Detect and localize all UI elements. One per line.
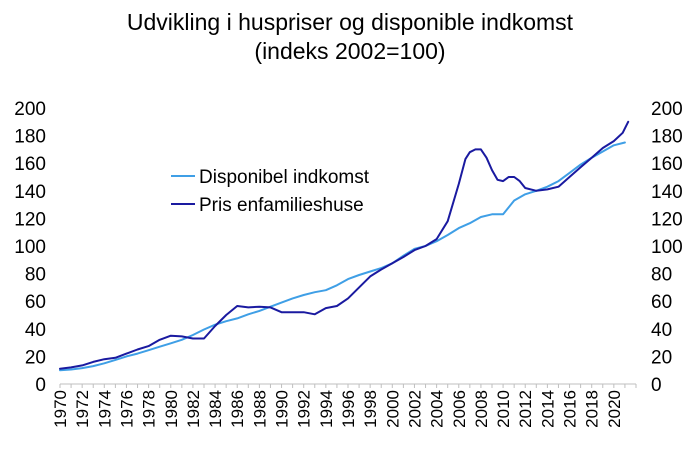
x-tick-label: 1974 (95, 390, 114, 428)
y-tick-label-left: 40 (25, 320, 46, 341)
y-tick-label-left: 60 (25, 292, 46, 313)
x-tick-label: 1998 (361, 390, 380, 428)
y-tick-label-right: 0 (651, 375, 662, 396)
legend: Disponibel indkomst Pris enfamilieshuse (171, 167, 370, 216)
x-tick-label: 1988 (250, 390, 269, 428)
y-tick-label-left: 180 (14, 127, 46, 148)
y-tick-label-right: 180 (651, 127, 683, 148)
y-tick-label-right: 100 (651, 237, 683, 258)
y-tick-label-left: 120 (14, 209, 46, 230)
y-tick-label-left: 0 (35, 375, 46, 396)
x-tick-label: 1996 (339, 390, 358, 428)
x-tick-label: 1978 (140, 390, 159, 428)
legend-label: Pris enfamilieshuse (199, 195, 364, 216)
series-line-pris-enfamilieshuse (59, 120, 630, 370)
chart-subtitle: (indeks 2002=100) (254, 38, 446, 64)
y-tick-label-left: 80 (25, 265, 46, 286)
right-y-axis: 0 20 40 60 80 100 120 140 160 180 200 (651, 99, 683, 396)
x-axis: 1970 1972 1974 1976 1978 1980 1982 1984 1986 1988… (51, 383, 637, 428)
y-tick-label-left: 160 (14, 154, 46, 175)
y-tick-label-left: 200 (14, 99, 46, 120)
chart-title-block: Udvikling i huspriser og disponible indk… (0, 8, 700, 66)
x-tick-label: 1984 (206, 390, 225, 428)
x-tick-label: 1994 (317, 390, 336, 428)
x-tick-label: 1986 (228, 390, 247, 428)
x-tick-label: 1990 (273, 390, 292, 428)
y-tick-label-right: 120 (651, 209, 683, 230)
x-tick-label: 1970 (51, 390, 70, 428)
y-tick-label-right: 80 (651, 265, 672, 286)
x-tick-label: 2008 (472, 390, 491, 428)
y-tick-label-right: 20 (651, 347, 672, 368)
left-y-axis: 0 20 40 60 80 100 120 140 160 180 200 (14, 99, 46, 396)
y-tick-label-right: 60 (651, 292, 672, 313)
series-line-disponibel-indkomst (59, 141, 626, 372)
y-tick-label-right: 160 (651, 154, 683, 175)
y-tick-label-right: 140 (651, 182, 683, 203)
x-tick-label: 2012 (516, 390, 535, 428)
y-tick-label-left: 100 (14, 237, 46, 258)
x-tick-label: 2006 (450, 390, 469, 428)
x-tick-label: 1972 (73, 390, 92, 428)
x-tick-label: 2000 (383, 390, 402, 428)
x-tick-label: 2014 (538, 390, 557, 428)
x-tick-label: 1976 (117, 390, 136, 428)
x-tick-label: 1982 (184, 390, 203, 428)
chart-title: Udvikling i huspriser og disponible indk… (126, 9, 574, 35)
legend-label: Disponibel indkomst (199, 167, 370, 188)
x-tick-label: 2004 (428, 390, 447, 428)
x-tick-label: 2020 (605, 390, 624, 428)
y-tick-label-right: 200 (651, 99, 683, 120)
x-tick-label: 1992 (295, 390, 314, 428)
x-tick-label: 1980 (162, 390, 181, 428)
x-tick-label: 2010 (494, 390, 513, 428)
x-tick-label: 2002 (405, 390, 424, 428)
y-tick-label-right: 40 (651, 320, 672, 341)
y-tick-label-left: 140 (14, 182, 46, 203)
x-tick-label: 2018 (583, 390, 602, 428)
y-tick-label-left: 20 (25, 347, 46, 368)
series-lines (59, 120, 630, 372)
x-tick-label: 2016 (561, 390, 580, 428)
